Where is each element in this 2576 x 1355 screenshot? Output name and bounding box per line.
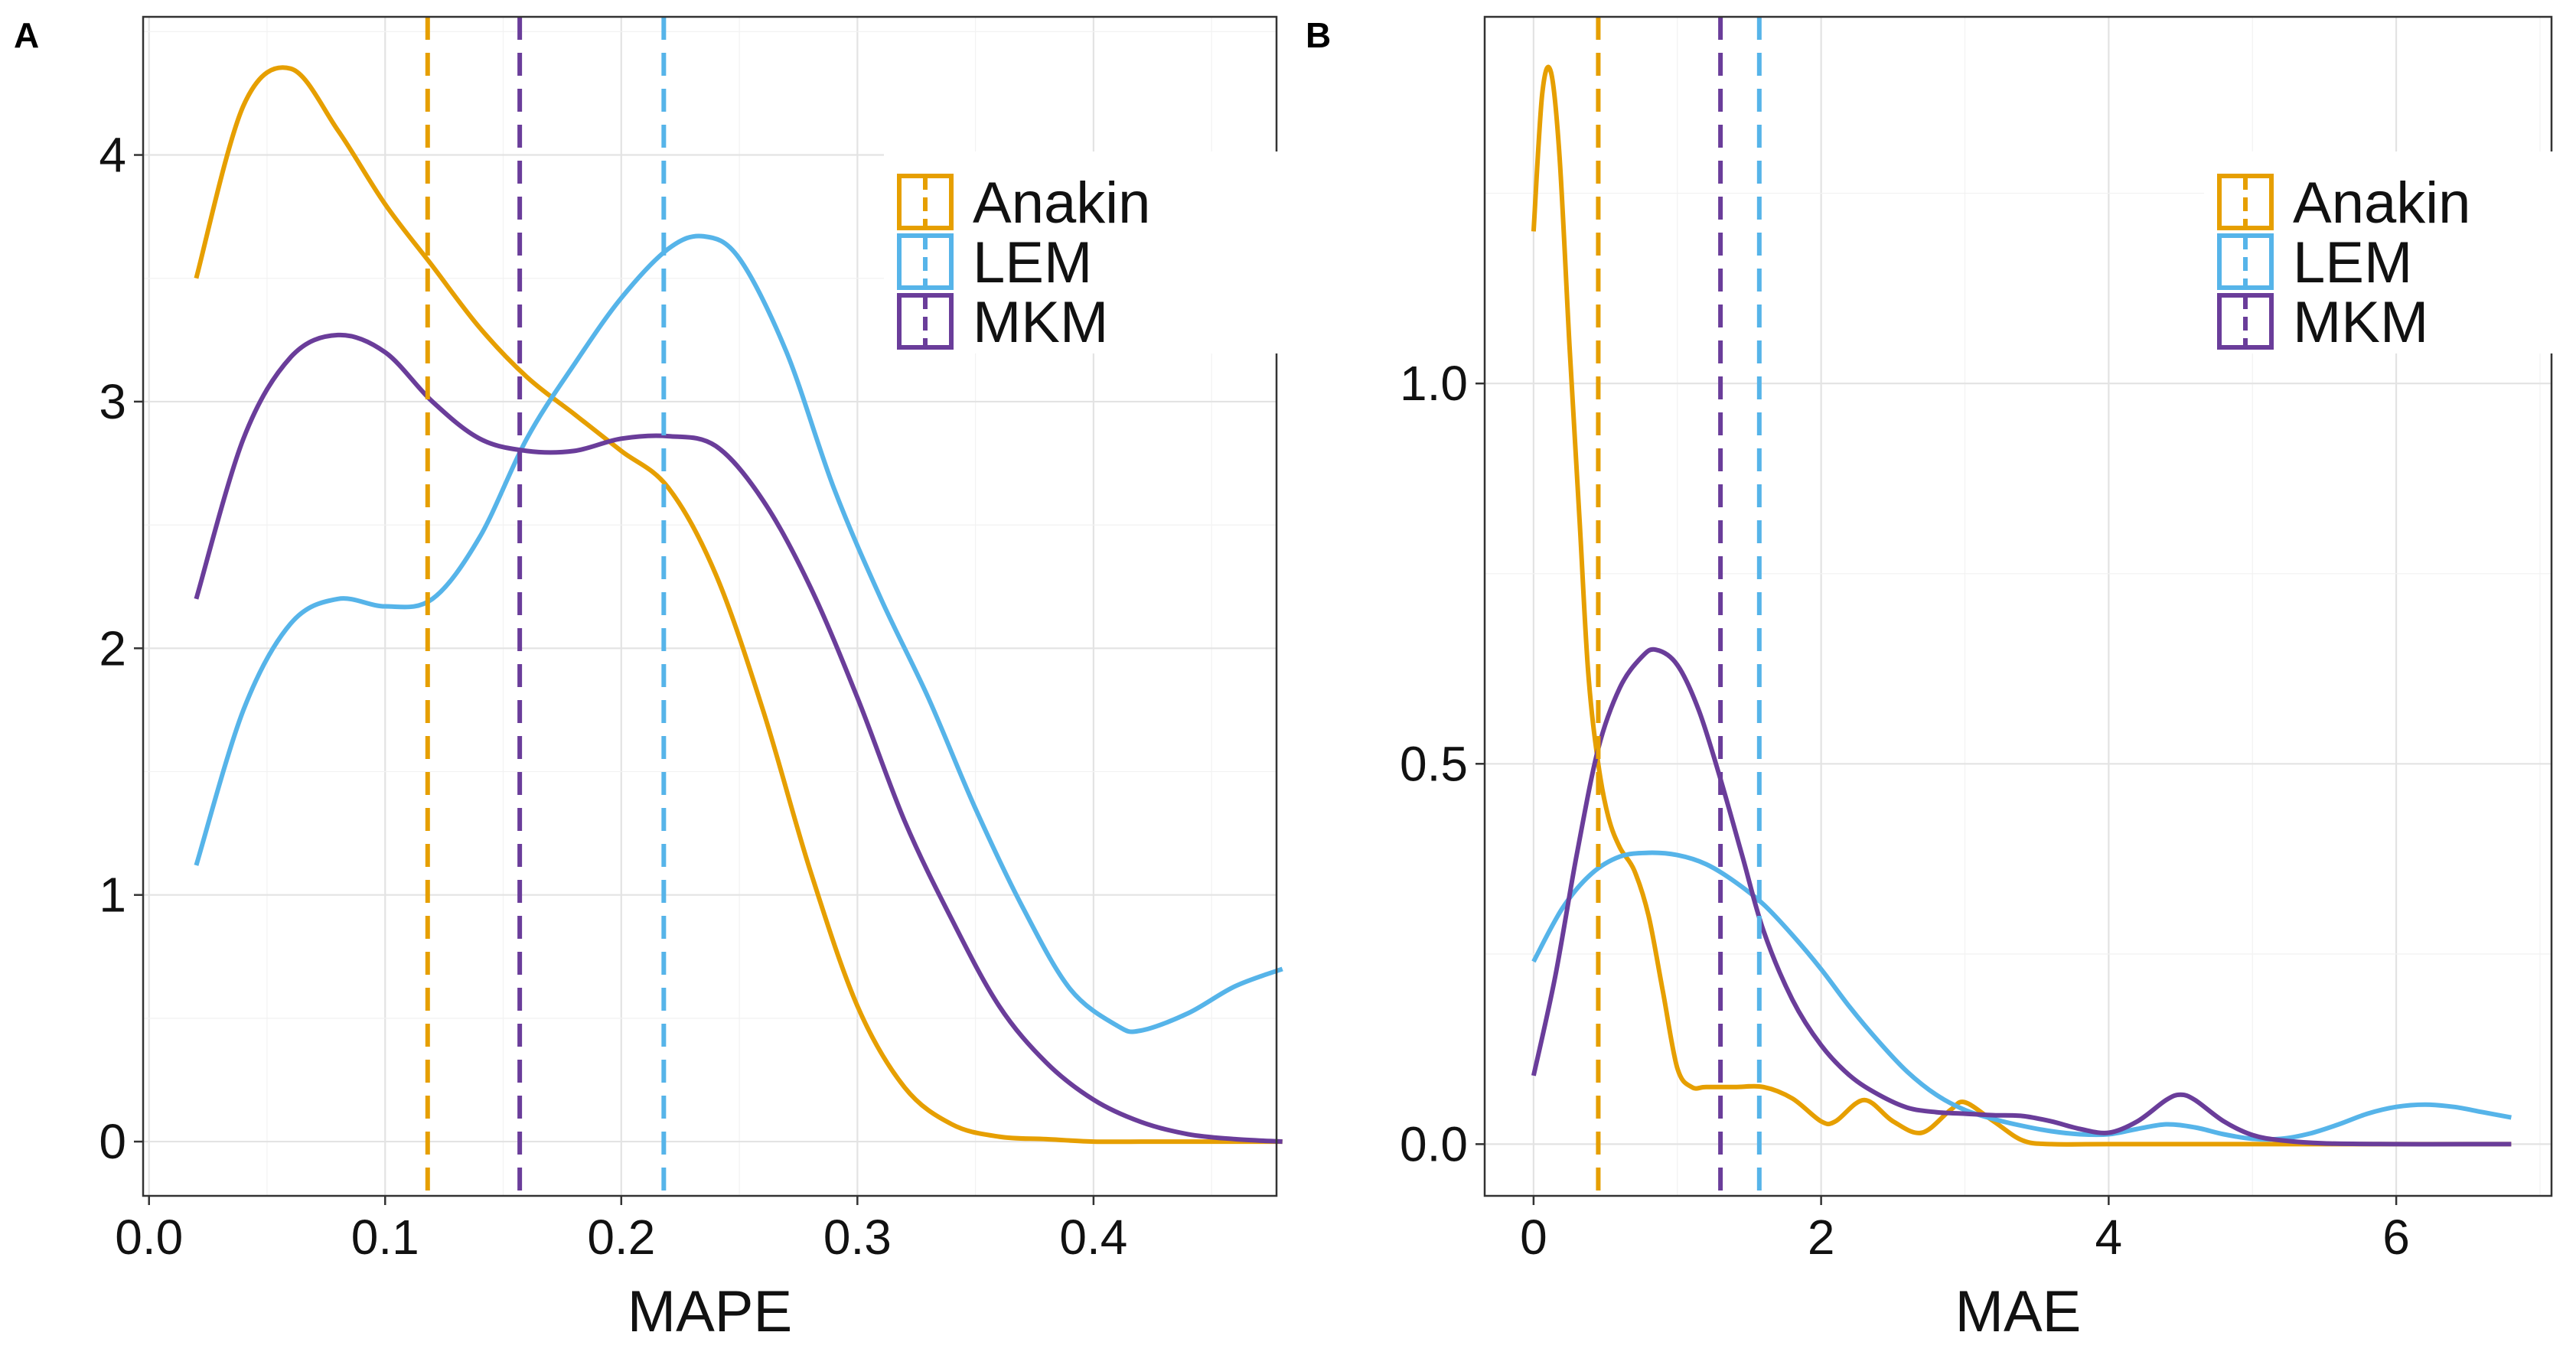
panel-a-frame <box>142 15 1278 1197</box>
panel-a: A 0 1 2 3 4 0.0 0.1 0.2 0.3 0.4 MAPE AnakinLEMMK… <box>14 15 1283 1344</box>
x-tick-label: 0.2 <box>587 1210 655 1265</box>
legend-key-anakin <box>897 174 954 230</box>
legend-key-anakin <box>2217 174 2274 230</box>
panel-label-a: A <box>14 15 39 55</box>
panel-a-y-axis: 0 1 2 3 4 <box>99 128 143 1169</box>
panel-b-frame <box>1483 15 2553 1197</box>
panel-b-curves <box>1531 64 2512 1147</box>
legend-key-lem <box>897 233 954 290</box>
legend-label-lem: LEM <box>2293 230 2412 295</box>
legend-label-anakin: Anakin <box>2293 171 2470 236</box>
y-tick-label: 0.0 <box>1400 1116 1468 1171</box>
legend-label-anakin: Anakin <box>973 171 1150 236</box>
x-tick-label: 6 <box>2382 1210 2410 1265</box>
density-line-mkm <box>1531 647 2512 1147</box>
panel-b-x-axis: 0 2 4 6 <box>1520 1196 2410 1265</box>
y-tick-label: 2 <box>99 620 126 676</box>
legend-label-mkm: MKM <box>973 290 1108 355</box>
y-tick-label: 3 <box>99 374 126 429</box>
x-tick-label: 2 <box>1808 1210 1835 1265</box>
density-line-anakin <box>1531 64 2512 1147</box>
panel-b-mean-lines <box>1596 17 1762 1196</box>
density-line-mkm <box>194 332 1283 1145</box>
legend-key-mkm <box>2217 293 2274 350</box>
legend-label-mkm: MKM <box>2293 290 2428 355</box>
x-tick-label: 0.0 <box>115 1210 183 1265</box>
legend-label-lem: LEM <box>973 230 1092 295</box>
panel-b-x-axis-title: MAE <box>1955 1279 2082 1344</box>
density-line-anakin <box>194 65 1283 1145</box>
panel-a-x-axis-title: MAPE <box>628 1279 792 1344</box>
y-tick-label: 1 <box>99 868 126 923</box>
y-tick-label: 0.5 <box>1400 736 1468 791</box>
panel-b-y-axis: 0.0 0.5 1.0 <box>1400 356 1485 1171</box>
y-tick-label: 0 <box>99 1114 126 1169</box>
density-line-lem <box>1531 850 2512 1142</box>
y-tick-label: 4 <box>99 128 126 183</box>
legend-key-lem <box>2217 233 2274 290</box>
panel-a-mean-lines <box>425 17 667 1196</box>
x-tick-label: 0.1 <box>351 1210 419 1265</box>
panel-a-x-axis: 0.0 0.1 0.2 0.3 0.4 <box>115 1196 1127 1265</box>
y-tick-label: 1.0 <box>1400 356 1468 411</box>
x-tick-label: 4 <box>2095 1210 2123 1265</box>
density-line-lem <box>194 233 1283 1034</box>
x-tick-label: 0 <box>1520 1210 1547 1265</box>
legend-key-mkm <box>897 293 954 350</box>
x-tick-label: 0.4 <box>1059 1210 1127 1265</box>
x-tick-label: 0.3 <box>823 1210 892 1265</box>
panel-a-curves <box>194 65 1283 1145</box>
panel-label-b: B <box>1306 15 1331 55</box>
panel-a-grid <box>143 17 1277 1196</box>
